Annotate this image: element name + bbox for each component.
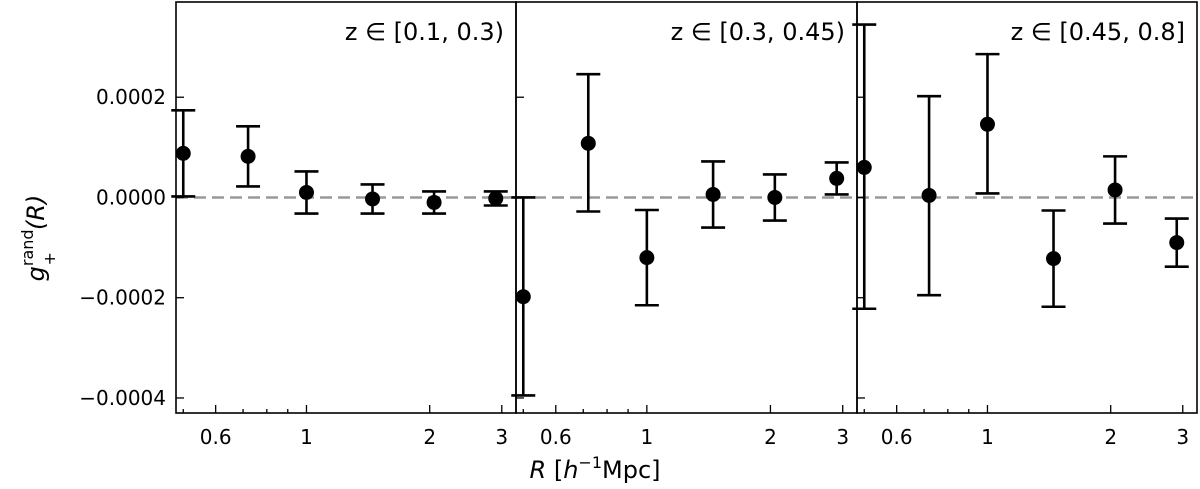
- y-axis: 0.0002 0.0000 −0.0002 −0.0004: [79, 85, 166, 410]
- data-point-group: [171, 108, 196, 198]
- y-tick-label: 0.0002: [96, 85, 166, 109]
- data-point-group: [1103, 155, 1128, 225]
- y-tick-label: −0.0004: [79, 386, 166, 410]
- data-point-group: [824, 161, 849, 196]
- data-point-group: [701, 160, 726, 229]
- data-point: [1169, 235, 1185, 251]
- data-point-group: [975, 52, 1000, 195]
- data-point-group: [1041, 209, 1066, 309]
- panel-label: z ∈ [0.45, 0.8]: [1011, 18, 1185, 46]
- panel-1: 0.6 1 2 3 z ∈ [0.1, 0.3): [171, 1, 517, 449]
- data-point-group: [852, 23, 877, 311]
- data-point-group: [360, 183, 385, 215]
- x-tick-label: 0.6: [540, 425, 572, 449]
- data-point: [921, 187, 937, 203]
- data-point-group: [634, 208, 659, 307]
- panel-label: z ∈ [0.3, 0.45): [671, 18, 845, 46]
- y-axis-label-sub: +: [40, 252, 59, 265]
- data-point: [979, 116, 995, 132]
- x-tick-label: 0.6: [881, 425, 913, 449]
- y-axis-label-sup: rand: [18, 229, 37, 266]
- x-axis-label-open: [: [546, 456, 563, 484]
- x-tick-label: 3: [1176, 425, 1189, 449]
- data-point-group: [422, 190, 447, 215]
- x-axis-label-var: R: [530, 456, 547, 484]
- x-tick-label: 1: [300, 425, 313, 449]
- data-point-group: [294, 170, 319, 215]
- x-tick-label: 3: [836, 425, 849, 449]
- data-point: [426, 194, 442, 210]
- panel-frame: [175, 1, 517, 414]
- x-tick-label: 3: [495, 425, 508, 449]
- panel-frame: [856, 1, 1198, 414]
- x-tick-label: 1: [981, 425, 994, 449]
- data-point: [365, 191, 381, 207]
- data-point-group: [1164, 217, 1189, 268]
- data-point: [705, 186, 721, 202]
- data-point: [240, 148, 256, 164]
- data-point: [639, 250, 655, 266]
- data-point: [298, 184, 314, 200]
- x-axis-label-exp: −1: [578, 453, 602, 472]
- data-point: [829, 170, 845, 186]
- data-point-group: [762, 173, 787, 222]
- y-tick-label: −0.0002: [79, 286, 166, 310]
- data-point: [767, 189, 783, 205]
- panel-3: 0.6 1 2 3 z ∈ [0.45, 0.8]: [852, 1, 1198, 449]
- data-point-group: [511, 196, 536, 397]
- data-point-group: [236, 125, 261, 188]
- data-point: [1046, 251, 1062, 267]
- x-axis-label: R [h−1Mpc]: [530, 453, 661, 484]
- x-tick-label: 2: [423, 425, 436, 449]
- data-point-group: [483, 190, 508, 207]
- x-tick-label: 2: [1104, 425, 1117, 449]
- x-axis-label-unit: Mpc]: [602, 456, 661, 484]
- x-tick-label: 2: [764, 425, 777, 449]
- data-point: [580, 135, 596, 151]
- panel-frame: [515, 1, 858, 414]
- panel-label: z ∈ [0.1, 0.3): [345, 18, 504, 46]
- x-tick-label: 0.6: [200, 425, 232, 449]
- y-axis-label: grand + (R): [18, 195, 59, 282]
- x-axis-label-h: h: [563, 456, 578, 484]
- data-point: [175, 145, 191, 161]
- y-tick-label: 0.0000: [96, 185, 166, 209]
- data-point: [856, 159, 872, 175]
- data-point: [1107, 182, 1123, 198]
- panel-2: 0.6 1 2 3 z ∈ [0.3, 0.45): [511, 1, 858, 449]
- data-point: [515, 289, 531, 305]
- x-tick-label: 1: [640, 425, 653, 449]
- data-point: [488, 190, 504, 206]
- data-point-group: [576, 72, 601, 213]
- panels-group: 0.6 1 2 3 z ∈ [0.1, 0.3) 0.6 1 2 3 z ∈ [0.3, 0.45…: [171, 1, 1198, 449]
- y-axis-label-arg: (R): [22, 195, 50, 230]
- data-point-group: [917, 94, 942, 297]
- y-axis-label-base: g: [22, 266, 50, 281]
